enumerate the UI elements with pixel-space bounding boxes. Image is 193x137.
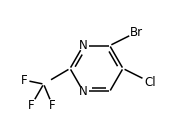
Text: F: F	[49, 99, 56, 112]
Text: F: F	[28, 99, 35, 112]
Text: F: F	[21, 74, 27, 87]
Text: N: N	[79, 39, 88, 52]
Text: Cl: Cl	[144, 76, 156, 89]
Text: N: N	[79, 85, 88, 98]
Text: Br: Br	[130, 25, 143, 38]
